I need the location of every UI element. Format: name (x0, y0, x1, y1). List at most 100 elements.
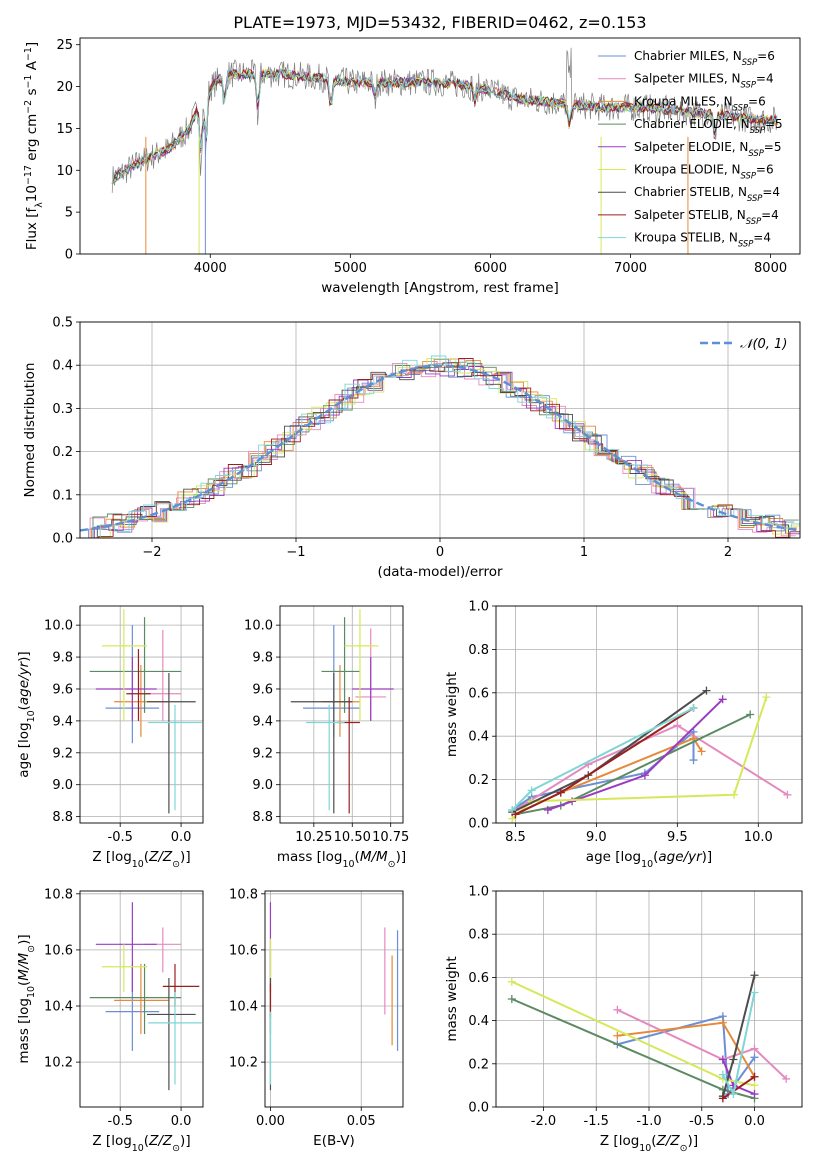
y-tick-label: 0.0 (468, 817, 489, 832)
histogram-steps (82, 362, 800, 538)
panel-age_vs_Z: -0.5 0.0 8.8 9.0 9.2 9.4 9.6 9.8 10.0 Z [log10(Z/… (16, 605, 204, 870)
panel-weight_vs_age: 8.5 9.0 9.5 10.0 0.0 0.2 0.4 0.6 0.8 1.0 age [log1… (444, 600, 803, 870)
y-axis-label: mass weight (444, 672, 460, 757)
x-axis-label: mass [log10(M/M⊙)] (277, 849, 406, 870)
y-tick-label: 9.0 (252, 778, 273, 793)
legend-entry: Chabrier STELIB, NSSP=4 (634, 185, 780, 203)
weight-marker (750, 988, 759, 997)
plot-area (507, 971, 791, 1103)
histogram-steps (80, 359, 798, 538)
y-tick-label: 1.0 (468, 600, 489, 615)
x-axis-label: E(B-V) (313, 1133, 355, 1149)
panel-residuals: −2 −1 0 1 2 0.0 0.1 0.2 0.3 0.4 0.5 (data-model)/er… (22, 316, 801, 580)
x-tick-label: 7000 (614, 261, 647, 276)
y-tick-label: 0.6 (468, 686, 489, 701)
weight-marker (718, 1094, 727, 1103)
weight-marker (746, 710, 755, 719)
weight-marker (507, 977, 516, 986)
legend-entry: Chabrier ELODIE, NSSP=5 (634, 117, 783, 135)
y-tick-label: 10.8 (229, 887, 258, 902)
weight-line (511, 998, 755, 1100)
x-tick-label: 0.0 (171, 830, 192, 845)
x-tick-label: 10.25 (295, 830, 332, 845)
y-tick-label: 0.4 (468, 730, 489, 745)
x-tick-label: 1 (580, 545, 588, 560)
y-tick-label: 10.6 (44, 943, 73, 958)
spectrum-legend: Chabrier MILES, NSSP=6 Salpeter MILES, NS… (598, 49, 783, 249)
y-tick-label: 9.2 (52, 746, 73, 761)
axes-frame (495, 890, 803, 1108)
weight-marker (729, 1090, 738, 1099)
weight-marker (640, 771, 649, 780)
axes-frame (79, 321, 801, 539)
weight-marker (527, 786, 536, 795)
histogram-steps (80, 358, 795, 538)
plot-area (269, 902, 399, 1091)
y-tick-label: 5 (65, 206, 73, 221)
weight-marker (507, 995, 516, 1003)
spectrum-title: PLATE=1973, MJD=53432, FIBERID=0462, z=0… (233, 13, 646, 32)
y-tick-label: 20 (56, 80, 73, 95)
histogram-legend: 𝒩(0, 1) (700, 337, 787, 352)
y-tick-label: 0 (65, 248, 73, 263)
histogram-steps (80, 366, 800, 538)
x-axis-label: wavelength [Angstrom, rest frame] (321, 280, 559, 296)
weight-marker (750, 971, 759, 980)
weight-marker (543, 805, 552, 814)
y-tick-label: 0.4 (52, 359, 73, 374)
y-tick-label: 0.5 (52, 316, 73, 331)
x-tick-label: 0.05 (347, 1114, 376, 1129)
legend-entry: Salpeter STELIB, NSSP=4 (634, 208, 779, 226)
weight-line (514, 724, 788, 811)
weight-marker (730, 790, 738, 799)
plot-area (508, 686, 792, 823)
x-tick-label: 0.0 (171, 1114, 192, 1129)
plot-area (290, 609, 394, 814)
x-tick-label: -0.5 (689, 1114, 714, 1129)
y-tick-label: 9.2 (252, 746, 273, 761)
y-tick-label: 0.3 (52, 402, 73, 417)
weight-marker (508, 805, 517, 814)
histogram-steps (85, 355, 800, 538)
y-axis-label: mass [log10(M/M⊙)] (16, 934, 37, 1063)
legend-entry: Chabrier MILES, NSSP=6 (634, 49, 775, 67)
weight-line (547, 698, 724, 811)
legend-entry: 𝒩(0, 1) (740, 337, 787, 352)
y-tick-label: 0.1 (52, 488, 73, 503)
y-tick-label: 10.0 (44, 619, 73, 634)
y-tick-label: 9.4 (52, 714, 73, 729)
weight-marker (750, 1053, 759, 1062)
y-tick-label: 0.0 (468, 1101, 489, 1116)
x-tick-label: 6000 (474, 261, 507, 276)
y-tick-label: 9.6 (52, 682, 73, 697)
axes-frame (79, 605, 204, 824)
panel-age_vs_mass: 10.25 10.50 10.75 8.8 9.0 9.2 9.4 9.6 9.8 10.0 mas… (244, 605, 409, 870)
weight-marker (511, 810, 520, 819)
y-axis-label: Flux [fλ10−17 erg cm−2 s−1 A−1] (23, 42, 45, 250)
plot-area (89, 902, 202, 1091)
spectrum-model-line (111, 68, 778, 184)
x-axis-label: age [log10(age/yr)] (586, 849, 712, 870)
panel-mass_vs_ebv: 0.00 0.05 10.2 10.4 10.6 10.8 E(B-V) (229, 887, 404, 1149)
x-tick-label: −1 (286, 545, 305, 560)
weight-line (617, 1021, 756, 1078)
x-axis-label: (data-model)/error (377, 564, 503, 580)
gaussian-curve (80, 364, 800, 532)
x-tick-label: 10.0 (744, 830, 773, 845)
y-tick-label: 1.0 (468, 885, 489, 900)
y-axis-label: mass weight (444, 956, 460, 1041)
weight-marker (718, 1070, 727, 1079)
axes-frame (495, 605, 803, 824)
weight-marker (689, 703, 698, 712)
x-tick-label: -0.5 (108, 1114, 133, 1129)
weight-marker (750, 1044, 759, 1053)
legend-entry: Kroupa MILES, NSSP=6 (634, 94, 766, 112)
y-tick-label: 9.8 (252, 651, 273, 666)
plot-area (80, 355, 800, 538)
x-tick-label: 10.50 (334, 830, 371, 845)
legend-entry: Salpeter MILES, NSSP=4 (634, 72, 774, 90)
y-tick-label: 8.8 (252, 810, 273, 825)
legend-entry: Salpeter ELODIE, NSSP=5 (634, 140, 782, 158)
y-tick-label: 10 (56, 164, 73, 179)
x-axis-label: Z [log10(Z/Z⊙)] (92, 1133, 190, 1154)
